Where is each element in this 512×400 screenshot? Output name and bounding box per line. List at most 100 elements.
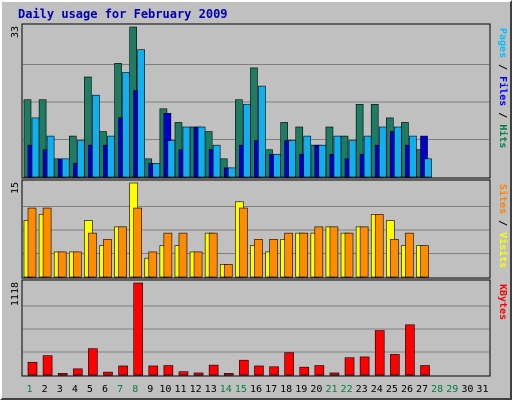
kbytes-bar-kbytes-day-10 bbox=[163, 365, 174, 376]
x-tick-label-day-22: 22 bbox=[341, 384, 353, 395]
x-tick-label-day-10: 10 bbox=[159, 384, 171, 395]
x-tick-label-day-24: 24 bbox=[371, 384, 383, 395]
visits-sites-bar-sites-day-8 bbox=[133, 207, 142, 278]
kbytes-bar-kbytes-day-21 bbox=[329, 372, 340, 376]
hits-files-pages-bar-pages-day-10 bbox=[167, 140, 176, 178]
kbytes-bar-kbytes-day-7 bbox=[118, 365, 128, 376]
visits-sites-bar-sites-day-24 bbox=[374, 214, 384, 278]
hits-files-pages-bar-pages-day-17 bbox=[273, 153, 281, 178]
hits-files-pages-bar-hits-day-5 bbox=[84, 76, 92, 178]
visits-sites-bar-sites-day-11 bbox=[178, 232, 188, 278]
hits-files-pages-bar-pages-day-21 bbox=[333, 135, 342, 178]
visits-sites-bar-sites-day-2 bbox=[42, 207, 52, 278]
visits-sites-legend: Sites / Visits bbox=[497, 184, 509, 268]
x-tick-label-day-9: 9 bbox=[147, 384, 153, 395]
kbytes-bar-kbytes-day-22 bbox=[344, 357, 355, 376]
legend-files-label: Files bbox=[497, 76, 509, 106]
legend-sites-label: Sites bbox=[497, 184, 509, 214]
visits-sites-bar-sites-day-19 bbox=[299, 232, 309, 278]
visits-sites-bar-sites-day-13 bbox=[208, 232, 218, 278]
hits-files-pages-bar-hits-day-15 bbox=[235, 99, 243, 178]
hits-files-pages-bar-pages-day-4 bbox=[76, 140, 85, 178]
kbytes-bar-kbytes-day-14 bbox=[223, 373, 234, 376]
kbytes-bar-kbytes-day-24 bbox=[374, 330, 385, 376]
x-tick-label-day-12: 12 bbox=[190, 384, 202, 395]
hits-files-pages-bar-pages-day-13 bbox=[212, 144, 221, 178]
x-tick-label-day-13: 13 bbox=[205, 384, 217, 395]
x-tick-label-day-25: 25 bbox=[386, 384, 398, 395]
kbytes-bar-kbytes-day-13 bbox=[208, 364, 219, 376]
x-tick-label-day-16: 16 bbox=[250, 384, 262, 395]
x-tick-label-day-14: 14 bbox=[220, 384, 232, 395]
visits-sites-bar-sites-day-21 bbox=[329, 226, 339, 278]
hits-files-pages-bar-pages-day-22 bbox=[348, 140, 357, 178]
kbytes-bar-kbytes-day-20 bbox=[314, 365, 325, 376]
visits-sites-panel: 15 Sites / Visits bbox=[10, 179, 509, 279]
visits-sites-bar-sites-day-9 bbox=[148, 251, 158, 278]
visits-sites-bar-sites-day-27 bbox=[420, 245, 429, 278]
hits-files-pages-ymax-label: 33 bbox=[10, 26, 21, 38]
hits-files-pages-bar-pages-day-11 bbox=[182, 126, 191, 178]
hits-files-pages-panel: 33 Pages / Files / Hits bbox=[10, 23, 509, 179]
visits-sites-bar-sites-day-14 bbox=[223, 264, 233, 278]
legend-visits-label: Visits bbox=[497, 232, 509, 268]
x-tick-label-day-3: 3 bbox=[57, 384, 63, 395]
kbytes-bar-kbytes-day-16 bbox=[254, 365, 264, 376]
hits-files-pages-bar-pages-day-27 bbox=[424, 158, 432, 178]
kbytes-bar-kbytes-day-2 bbox=[42, 355, 53, 376]
chart-title: Daily usage for February 2009 bbox=[18, 7, 228, 21]
x-tick-label-day-8: 8 bbox=[132, 384, 138, 395]
x-tick-label-day-4: 4 bbox=[72, 384, 78, 395]
kbytes-bar-kbytes-day-17 bbox=[269, 366, 279, 376]
hits-files-pages-bar-pages-day-14 bbox=[227, 167, 236, 178]
visits-sites-bar-sites-day-22 bbox=[344, 232, 354, 278]
kbytes-bar-kbytes-day-11 bbox=[178, 371, 189, 376]
visits-sites-bar-sites-day-20 bbox=[314, 226, 324, 278]
visits-sites-bar-sites-day-5 bbox=[88, 232, 97, 278]
visits-sites-bar-sites-day-12 bbox=[193, 251, 203, 278]
x-tick-label-day-18: 18 bbox=[280, 384, 292, 395]
hits-files-pages-bar-pages-day-19 bbox=[303, 135, 312, 178]
x-tick-label-day-19: 19 bbox=[295, 384, 307, 395]
kbytes-bar-kbytes-day-23 bbox=[359, 356, 370, 376]
x-tick-label-day-30: 30 bbox=[461, 384, 473, 395]
hits-files-pages-bar-pages-day-3 bbox=[61, 158, 70, 178]
visits-sites-bar-sites-day-3 bbox=[57, 251, 67, 278]
hits-files-pages-bar-pages-day-1 bbox=[31, 117, 40, 178]
visits-sites-ymax-label: 15 bbox=[10, 182, 21, 194]
visits-sites-bar-sites-day-25 bbox=[390, 239, 399, 278]
visits-sites-bar-sites-day-1 bbox=[27, 207, 37, 278]
kbytes-bar-kbytes-day-12 bbox=[193, 372, 204, 376]
hits-files-pages-bar-pages-day-18 bbox=[288, 140, 296, 178]
visits-sites-bar-sites-day-18 bbox=[284, 232, 293, 278]
hits-files-pages-legend: Pages / Files / Hits bbox=[497, 28, 509, 148]
visits-sites-bar-sites-day-6 bbox=[103, 239, 112, 278]
visits-sites-bar-sites-day-7 bbox=[118, 226, 127, 278]
hits-files-pages-bar-hits-day-1 bbox=[23, 99, 32, 178]
legend-pages-label: Pages bbox=[497, 28, 508, 58]
hits-files-pages-bar-pages-day-25 bbox=[394, 126, 402, 178]
hits-files-pages-bar-pages-day-20 bbox=[318, 144, 327, 178]
hits-files-pages-bar-pages-day-7 bbox=[122, 72, 130, 178]
visits-sites-bar-sites-day-26 bbox=[405, 232, 414, 278]
visits-sites-bar-sites-day-23 bbox=[359, 226, 369, 278]
hits-files-pages-bar-pages-day-9 bbox=[152, 163, 161, 178]
x-tick-label-day-23: 23 bbox=[356, 384, 368, 395]
x-tick-label-day-11: 11 bbox=[174, 384, 186, 395]
kbytes-bar-kbytes-day-25 bbox=[390, 354, 400, 376]
x-tick-label-day-15: 15 bbox=[235, 384, 247, 395]
hits-files-pages-bar-pages-day-16 bbox=[258, 85, 266, 178]
hits-files-pages-bar-pages-day-15 bbox=[243, 103, 251, 178]
legend-hits-label: Hits bbox=[497, 124, 509, 148]
kbytes-bar-kbytes-day-6 bbox=[103, 371, 113, 376]
x-tick-label-day-7: 7 bbox=[117, 384, 123, 395]
hits-files-pages-bar-pages-day-26 bbox=[409, 135, 417, 178]
kbytes-bar-kbytes-day-1 bbox=[27, 361, 38, 376]
kbytes-panel: 1118 KBytes bbox=[10, 279, 508, 377]
kbytes-ymax-label: 1118 bbox=[10, 282, 21, 306]
hits-files-pages-bar-hits-day-4 bbox=[68, 135, 77, 178]
visits-sites-bar-sites-day-10 bbox=[163, 232, 173, 278]
x-tick-label-day-6: 6 bbox=[102, 384, 108, 395]
hits-files-pages-bar-pages-day-6 bbox=[107, 135, 115, 178]
kbytes-bar-kbytes-day-4 bbox=[72, 368, 83, 376]
